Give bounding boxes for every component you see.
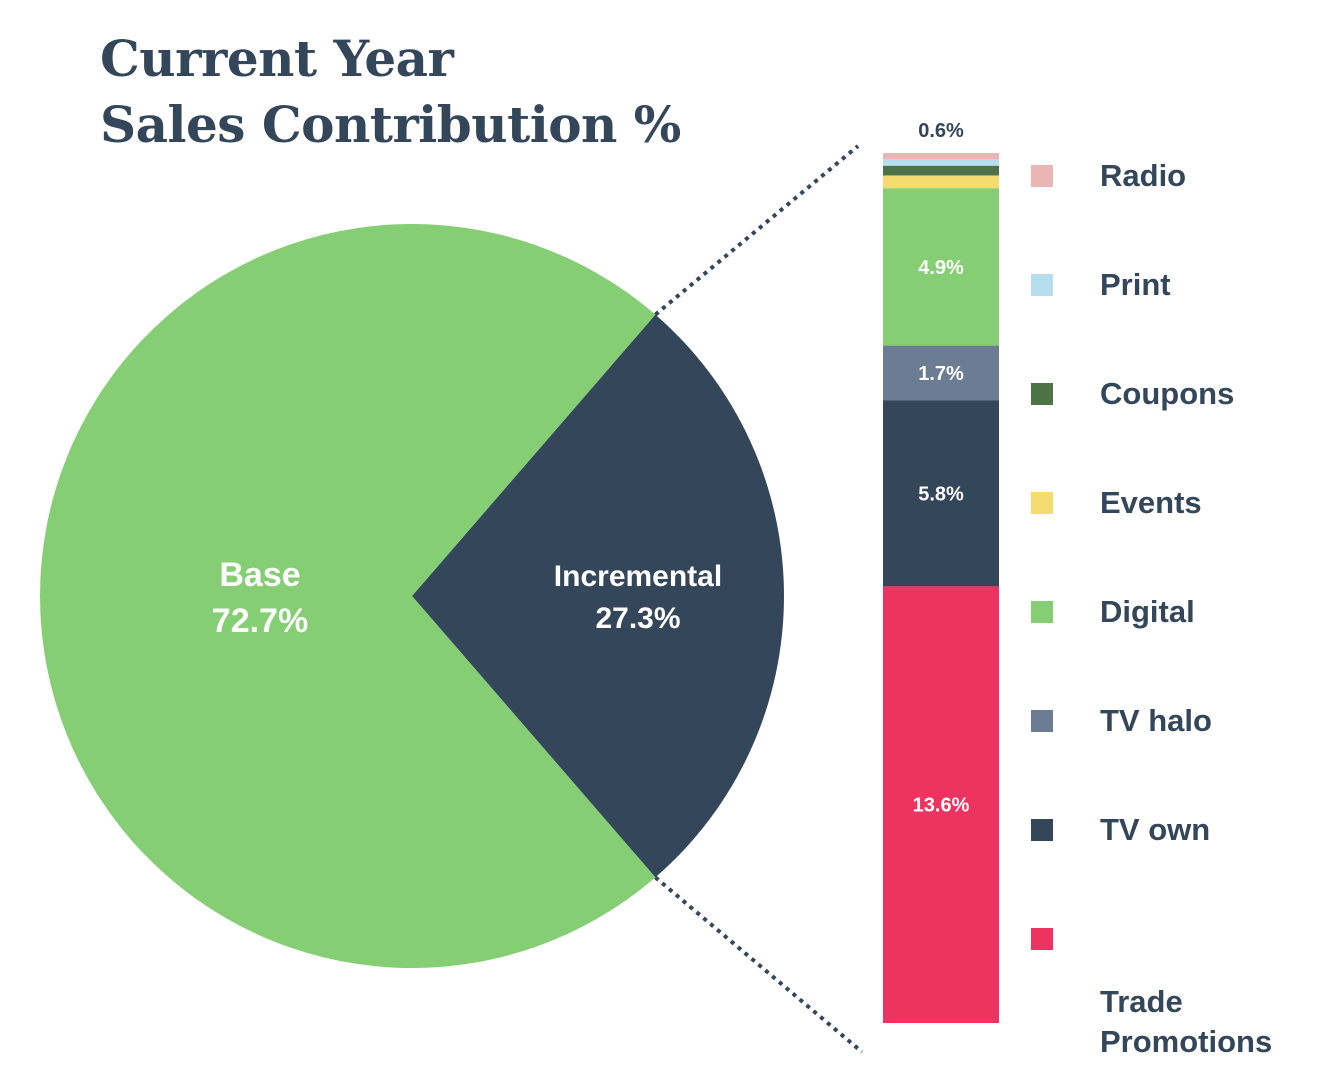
chart-title: Current Year Sales Contribution % bbox=[100, 26, 681, 158]
bar-label-digital: 4.9% bbox=[918, 257, 964, 279]
legend-label-events: Events bbox=[1100, 485, 1202, 520]
legend-swatch-tv-own bbox=[1031, 819, 1053, 841]
bar-segment-tv-own bbox=[883, 400, 999, 587]
bar-segment-coupons bbox=[883, 165, 999, 176]
legend-swatch-digital bbox=[1031, 601, 1053, 623]
connector-line-top bbox=[654, 144, 860, 317]
legend-swatch-tv-halo bbox=[1031, 710, 1053, 732]
pie-label-value-incremental: 27.3% bbox=[595, 602, 680, 635]
legend-swatch-radio bbox=[1031, 165, 1053, 187]
pie-chart: Base 72.7% Incremental 27.3% bbox=[40, 223, 785, 968]
legend-swatch-print bbox=[1031, 274, 1053, 296]
pie-slice-base bbox=[40, 223, 656, 968]
stacked-bar: 4.9% 1.7% 5.8% 13.6% 0.6% bbox=[883, 120, 999, 1023]
pie-label-name-incremental: Incremental bbox=[554, 560, 722, 593]
legend-label-digital: Digital bbox=[1100, 594, 1195, 629]
bar-label-tv-own: 5.8% bbox=[918, 483, 964, 505]
bar-segment-radio bbox=[883, 153, 999, 160]
legend-swatch-trade-promotions bbox=[1031, 928, 1053, 950]
bar-segment-digital bbox=[883, 188, 999, 346]
connector-line-bottom bbox=[654, 875, 864, 1054]
bar-segment-print bbox=[883, 159, 999, 166]
legend-label-trade-promotions-line-1: Trade bbox=[1100, 984, 1183, 1019]
legend-label-tv-own: TV own bbox=[1100, 812, 1210, 847]
legend-label-coupons: Coupons bbox=[1100, 376, 1234, 411]
legend-label-tv-halo: TV halo bbox=[1100, 703, 1212, 738]
bar-label-tv-halo: 1.7% bbox=[918, 363, 964, 385]
legend-swatch-events bbox=[1031, 492, 1053, 514]
bar-segment-tv-halo bbox=[883, 345, 999, 401]
bar-segment-events bbox=[883, 175, 999, 189]
pie-slice-incremental bbox=[412, 314, 785, 878]
chart-title-line-1: Current Year bbox=[100, 29, 454, 88]
bar-segment-trade-promotions bbox=[883, 586, 999, 1023]
bar-top-annotation: 0.6% bbox=[918, 120, 964, 142]
connector-lines bbox=[654, 144, 864, 1054]
bar-label-trade-promotions: 13.6% bbox=[913, 795, 970, 817]
legend-swatch-coupons bbox=[1031, 383, 1053, 405]
legend-label-print: Print bbox=[1100, 267, 1171, 302]
legend-label-trade-promotions-line-2: Promotions bbox=[1100, 1024, 1272, 1059]
legend-label-radio: Radio bbox=[1100, 158, 1186, 193]
pie-label-name-base: Base bbox=[219, 556, 300, 594]
chart-title-line-2: Sales Contribution % bbox=[100, 95, 681, 154]
legend: Radio Print Coupons Events Digital TV halo TV … bbox=[1031, 158, 1272, 1059]
pie-label-value-base: 72.7% bbox=[212, 602, 308, 640]
